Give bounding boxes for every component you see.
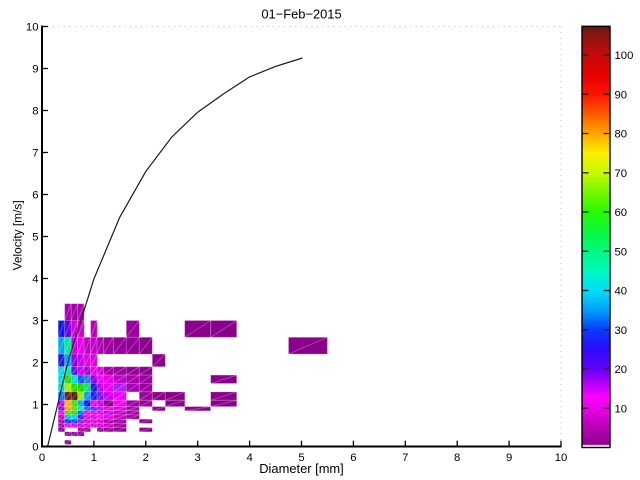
svg-text:20: 20 (615, 364, 628, 376)
svg-text:Velocity [m/s]: Velocity [m/s] (11, 200, 25, 270)
svg-text:8: 8 (454, 452, 460, 464)
svg-text:30: 30 (615, 325, 628, 337)
svg-text:70: 70 (615, 168, 628, 180)
svg-text:100: 100 (615, 50, 634, 62)
svg-text:50: 50 (615, 246, 628, 258)
svg-text:6: 6 (350, 452, 356, 464)
svg-text:2: 2 (143, 452, 149, 464)
svg-text:9: 9 (32, 64, 38, 76)
svg-text:Diameter [mm]: Diameter [mm] (259, 461, 344, 476)
svg-text:0: 0 (39, 452, 45, 464)
svg-text:2: 2 (32, 358, 38, 370)
svg-text:80: 80 (615, 129, 628, 141)
svg-text:1: 1 (32, 400, 38, 412)
svg-text:10: 10 (615, 403, 628, 415)
svg-text:5: 5 (298, 452, 304, 464)
svg-text:40: 40 (615, 286, 628, 298)
svg-text:7: 7 (402, 452, 408, 464)
svg-text:90: 90 (615, 89, 628, 101)
svg-text:10: 10 (555, 452, 568, 464)
svg-text:8: 8 (32, 106, 38, 118)
svg-text:4: 4 (246, 452, 252, 464)
svg-text:1: 1 (91, 452, 97, 464)
svg-text:0: 0 (32, 442, 38, 454)
svg-text:3: 3 (195, 452, 201, 464)
svg-text:3: 3 (32, 316, 38, 328)
svg-text:60: 60 (615, 207, 628, 219)
svg-text:9: 9 (506, 452, 512, 464)
svg-text:5: 5 (32, 232, 38, 244)
svg-text:4: 4 (32, 274, 38, 286)
svg-text:01−Feb−2015: 01−Feb−2015 (261, 6, 341, 21)
svg-text:6: 6 (32, 190, 38, 202)
svg-text:10: 10 (26, 22, 39, 34)
svg-text:7: 7 (32, 148, 38, 160)
